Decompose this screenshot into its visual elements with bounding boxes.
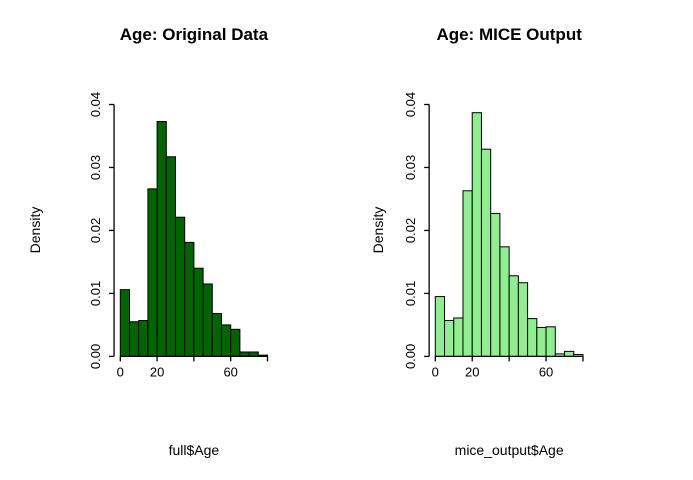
svg-text:0.02: 0.02 [403,218,418,243]
svg-text:0.04: 0.04 [403,92,418,117]
svg-text:mice_output$Age: mice_output$Age [455,442,564,458]
svg-text:Age: Original Data: Age: Original Data [120,25,269,44]
svg-text:Density: Density [370,207,386,254]
svg-text:0.00: 0.00 [403,344,418,369]
svg-text:0.03: 0.03 [88,155,103,180]
svg-text:20: 20 [465,364,479,379]
svg-text:0: 0 [117,364,124,379]
svg-text:20: 20 [150,364,164,379]
svg-text:0.01: 0.01 [403,281,418,306]
svg-text:0.00: 0.00 [88,344,103,369]
svg-text:0.03: 0.03 [403,155,418,180]
svg-text:60: 60 [223,364,237,379]
svg-text:full$Age: full$Age [169,442,220,458]
svg-text:0.01: 0.01 [88,281,103,306]
svg-text:0: 0 [432,364,439,379]
svg-text:Density: Density [27,207,43,254]
svg-text:Age: MICE Output: Age: MICE Output [436,25,582,44]
svg-text:0.04: 0.04 [88,92,103,117]
svg-text:0.02: 0.02 [88,218,103,243]
svg-text:60: 60 [539,364,553,379]
